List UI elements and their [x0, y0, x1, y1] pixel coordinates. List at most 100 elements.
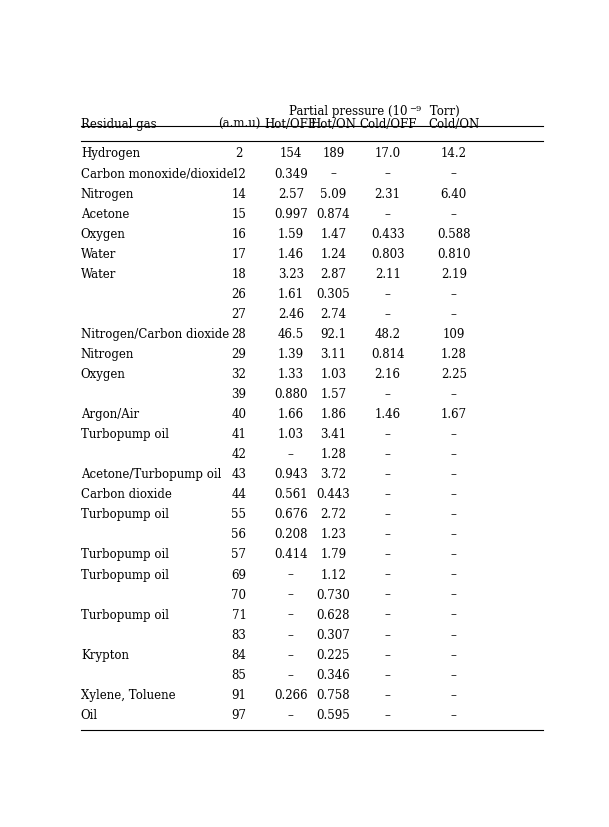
Text: –: – — [451, 629, 457, 642]
Text: Torr): Torr) — [426, 105, 459, 118]
Text: –: – — [385, 589, 390, 601]
Text: 2.19: 2.19 — [441, 268, 466, 281]
Text: –: – — [385, 388, 390, 401]
Text: –: – — [451, 548, 457, 562]
Text: –: – — [385, 568, 390, 581]
Text: 17: 17 — [231, 248, 247, 261]
Text: 0.414: 0.414 — [274, 548, 308, 562]
Text: 5.09: 5.09 — [320, 188, 347, 201]
Text: –: – — [385, 208, 390, 221]
Text: 1.23: 1.23 — [320, 528, 347, 542]
Text: 0.433: 0.433 — [371, 227, 404, 241]
Text: –: – — [451, 609, 457, 622]
Text: Oxygen: Oxygen — [81, 368, 125, 381]
Text: 17.0: 17.0 — [375, 147, 401, 160]
Text: –: – — [331, 168, 336, 180]
Text: 32: 32 — [231, 368, 247, 381]
Text: 3.11: 3.11 — [320, 348, 347, 361]
Text: 0.305: 0.305 — [317, 288, 350, 301]
Text: –: – — [451, 488, 457, 501]
Text: (a.m.u): (a.m.u) — [218, 118, 260, 131]
Text: 1.59: 1.59 — [278, 227, 304, 241]
Text: 26: 26 — [231, 288, 247, 301]
Text: 83: 83 — [231, 629, 247, 642]
Text: –: – — [451, 448, 457, 461]
Text: 0.810: 0.810 — [437, 248, 471, 261]
Text: 85: 85 — [231, 669, 247, 681]
Text: 16: 16 — [231, 227, 247, 241]
Text: –: – — [288, 609, 294, 622]
Text: 42: 42 — [231, 448, 247, 461]
Text: 2.46: 2.46 — [278, 308, 304, 321]
Text: –: – — [451, 208, 457, 221]
Text: Oil: Oil — [81, 709, 98, 722]
Text: –: – — [385, 488, 390, 501]
Text: 14: 14 — [231, 188, 247, 201]
Text: –: – — [288, 589, 294, 601]
Text: –: – — [451, 689, 457, 702]
Text: Water: Water — [81, 268, 116, 281]
Text: 0.307: 0.307 — [317, 629, 350, 642]
Text: 3.23: 3.23 — [278, 268, 304, 281]
Text: 154: 154 — [280, 147, 302, 160]
Text: Argon/Air: Argon/Air — [81, 408, 139, 421]
Text: 1.24: 1.24 — [320, 248, 347, 261]
Text: –: – — [451, 589, 457, 601]
Text: 29: 29 — [231, 348, 247, 361]
Text: 2.25: 2.25 — [441, 368, 466, 381]
Text: 46.5: 46.5 — [278, 328, 304, 341]
Text: 1.03: 1.03 — [320, 368, 347, 381]
Text: –: – — [288, 709, 294, 722]
Text: 1.46: 1.46 — [278, 248, 304, 261]
Text: –: – — [385, 669, 390, 681]
Text: –: – — [451, 669, 457, 681]
Text: 0.758: 0.758 — [317, 689, 350, 702]
Text: Cold/ON: Cold/ON — [428, 118, 479, 131]
Text: –: – — [385, 709, 390, 722]
Text: 56: 56 — [231, 528, 247, 542]
Text: –: – — [385, 528, 390, 542]
Text: 12: 12 — [231, 168, 246, 180]
Text: 0.346: 0.346 — [317, 669, 350, 681]
Text: Cold/OFF: Cold/OFF — [359, 118, 417, 131]
Text: 3.41: 3.41 — [320, 428, 347, 441]
Text: 71: 71 — [231, 609, 247, 622]
Text: 0.595: 0.595 — [317, 709, 350, 722]
Text: 1.79: 1.79 — [320, 548, 347, 562]
Text: Partial pressure (10: Partial pressure (10 — [289, 105, 407, 118]
Text: 0.266: 0.266 — [274, 689, 308, 702]
Text: Turbopump oil: Turbopump oil — [81, 428, 169, 441]
Text: 0.676: 0.676 — [274, 509, 308, 521]
Text: 0.803: 0.803 — [371, 248, 404, 261]
Text: 28: 28 — [231, 328, 246, 341]
Text: Hydrogen: Hydrogen — [81, 147, 140, 160]
Text: 27: 27 — [231, 308, 247, 321]
Text: –: – — [451, 509, 457, 521]
Text: −9: −9 — [409, 104, 421, 112]
Text: Oxygen: Oxygen — [81, 227, 125, 241]
Text: Carbon monoxide/dioxide: Carbon monoxide/dioxide — [81, 168, 233, 180]
Text: Xylene, Toluene: Xylene, Toluene — [81, 689, 175, 702]
Text: 1.28: 1.28 — [320, 448, 347, 461]
Text: 0.349: 0.349 — [274, 168, 308, 180]
Text: –: – — [288, 568, 294, 581]
Text: 1.66: 1.66 — [278, 408, 304, 421]
Text: 1.67: 1.67 — [441, 408, 466, 421]
Text: 0.225: 0.225 — [317, 648, 350, 662]
Text: –: – — [385, 468, 390, 481]
Text: 15: 15 — [231, 208, 247, 221]
Text: –: – — [288, 629, 294, 642]
Text: 1.47: 1.47 — [320, 227, 347, 241]
Text: 1.57: 1.57 — [320, 388, 347, 401]
Text: 0.943: 0.943 — [274, 468, 308, 481]
Text: 2.74: 2.74 — [320, 308, 347, 321]
Text: 91: 91 — [231, 689, 247, 702]
Text: Turbopump oil: Turbopump oil — [81, 548, 169, 562]
Text: –: – — [385, 609, 390, 622]
Text: Nitrogen: Nitrogen — [81, 188, 134, 201]
Text: 0.443: 0.443 — [317, 488, 350, 501]
Text: –: – — [385, 288, 390, 301]
Text: 0.588: 0.588 — [437, 227, 471, 241]
Text: 69: 69 — [231, 568, 247, 581]
Text: 1.46: 1.46 — [375, 408, 401, 421]
